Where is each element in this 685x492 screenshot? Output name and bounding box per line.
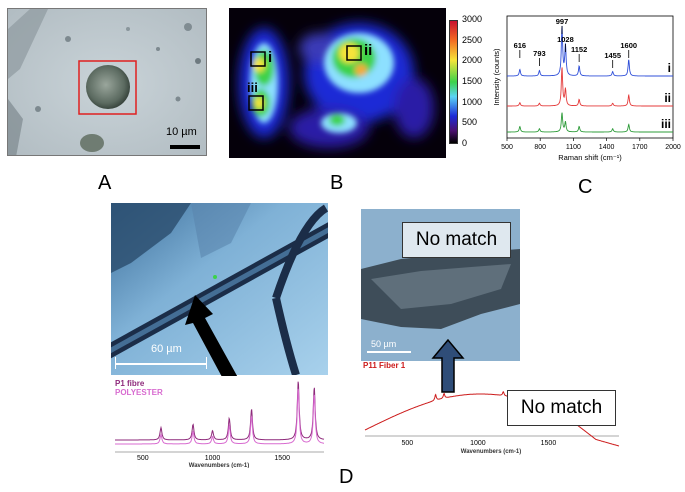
region-label-ii: ii: [364, 42, 373, 59]
scale-bar-label-d-right: 50 µm: [371, 339, 397, 349]
raman-heatmap-image: [229, 8, 446, 158]
scale-bar-label-a: 10 µm: [166, 126, 197, 138]
panel-letter-c: C: [578, 176, 593, 198]
panel-letter-d: D: [339, 466, 354, 488]
plot-frame: [506, 15, 674, 139]
colorbar: [449, 20, 458, 144]
x-tick-label: 1500: [274, 455, 290, 462]
no-match-label-top: No match: [415, 229, 498, 250]
peak-label: 1152: [571, 45, 587, 54]
colorbar-tick-label: 2000: [462, 55, 483, 66]
colorbar-tick-label: 3000: [462, 14, 483, 24]
legend-entry: P1 fibre: [115, 379, 145, 388]
scale-bar-label-d-left: 60 µm: [151, 343, 182, 355]
series-label-i: i: [668, 61, 671, 75]
arrow-outline-right: [431, 338, 465, 393]
x-tick-label: 1000: [205, 455, 221, 462]
x-tick-label: 1100: [566, 144, 581, 151]
x-tick-label: 500: [137, 455, 149, 462]
x-axis-label: Wavenumbers (cm-1): [189, 463, 249, 468]
panel-a-micrograph: 10 µm: [7, 8, 207, 156]
series-line-iii: [507, 112, 673, 133]
x-tick-label: 1700: [632, 144, 648, 151]
panel-b-heatmap: i ii iii: [229, 8, 446, 158]
series-line: [115, 381, 325, 441]
peak-label: 1455: [604, 51, 621, 60]
series-line-i: [507, 25, 673, 77]
colorbar-tick-label: 1000: [462, 96, 483, 107]
raman-spectra-chart: 500 800 1100 1400 1700 2000 Raman shift (cm⁻¹)…: [492, 15, 681, 162]
colorbar-tick-label: 500: [462, 117, 478, 128]
x-axis-label: Wavenumbers (cm-1): [461, 449, 521, 455]
no-match-box-top: No match: [402, 222, 511, 258]
peak-label: 793: [533, 49, 546, 58]
panel-letter-b: B: [330, 172, 344, 194]
no-match-label-bottom: No match: [520, 397, 603, 418]
legend-entry: POLYESTER: [115, 388, 163, 397]
series-label-iii: iii: [661, 117, 671, 131]
x-tick-label: 1400: [599, 144, 615, 151]
x-tick-label: 800: [534, 144, 546, 151]
peak-label: 616: [514, 41, 527, 50]
no-match-box-bottom: No match: [507, 390, 616, 426]
micrograph-a-image: [8, 9, 206, 155]
spectrum-chart-d-left: 500 1000 1500 Wavenumbers (cm-1) P1 fibrePOL…: [111, 376, 328, 468]
y-axis-label: Intensity (counts): [492, 48, 501, 106]
colorbar-tick-label: 1500: [462, 76, 483, 86]
region-label-i: i: [268, 49, 273, 66]
x-tick-label: 2000: [665, 144, 681, 151]
arrow-pointer-left: [185, 295, 241, 390]
x-tick-label: 500: [401, 440, 413, 447]
peak-label: 997: [556, 17, 569, 26]
x-tick-label: 1000: [470, 440, 486, 447]
colorbar-tick-label: 2500: [462, 34, 483, 45]
colorbar-tick-label: 0: [462, 138, 468, 148]
series-line-ii: [507, 67, 673, 107]
panel-letter-a: A: [98, 172, 112, 194]
peak-label: 1600: [620, 41, 637, 50]
series-label-ii: ii: [664, 91, 671, 105]
series-line: [115, 388, 324, 445]
region-label-iii: iii: [247, 80, 258, 95]
peak-label: 1028: [557, 35, 574, 44]
x-axis-label: Raman shift (cm⁻¹): [558, 153, 622, 162]
legend-entry: P11 Fiber 1: [363, 362, 406, 370]
x-tick-label: 1500: [541, 440, 557, 447]
spectrum-background: [111, 376, 328, 468]
x-tick-label: 500: [501, 144, 513, 151]
